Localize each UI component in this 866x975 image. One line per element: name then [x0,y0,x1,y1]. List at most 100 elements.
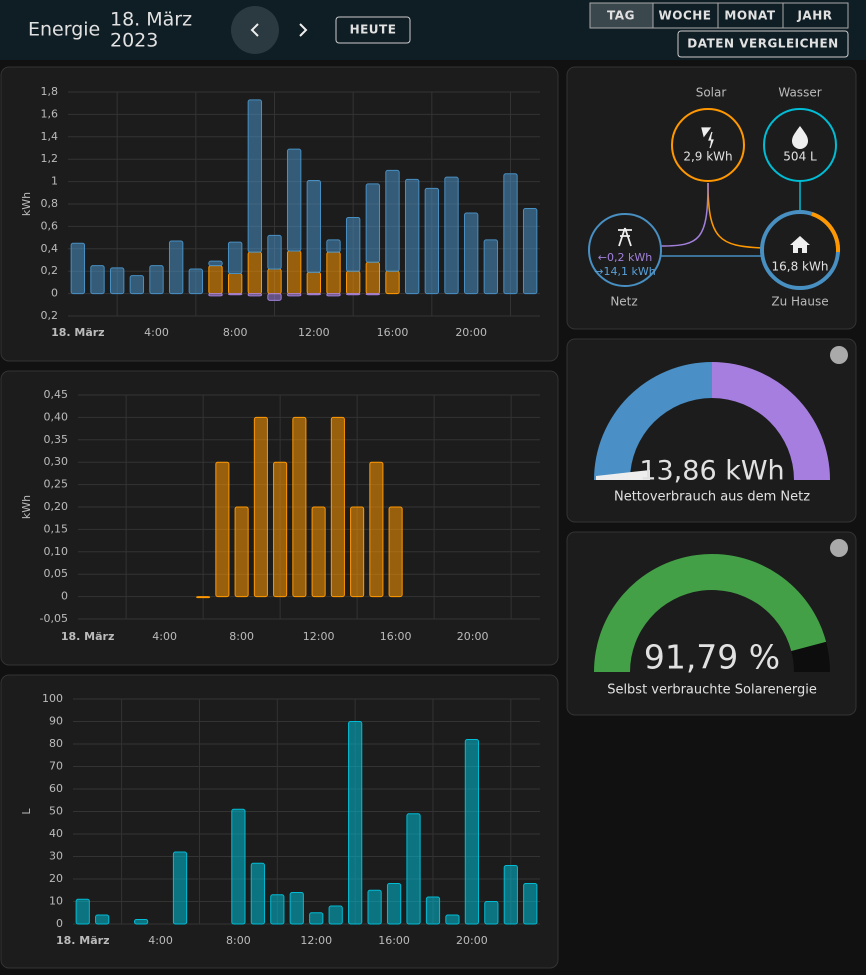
bar [215,461,230,598]
y-tick-label: 0,25 [44,478,69,491]
info-icon[interactable] [830,346,848,364]
y-tick-label: 20 [49,872,63,885]
x-tick-label: 8:00 [226,934,251,947]
water-label: Wasser [778,86,821,100]
period-tab[interactable] [782,2,849,29]
bar [503,865,518,925]
x-tick-label: 4:00 [144,326,169,339]
x-tick-label: 20:00 [457,630,489,643]
gauge-value: 91,79 % [644,638,780,677]
bar [326,251,341,295]
bar [424,187,440,295]
bar [267,268,282,295]
x-tick-label: 16:00 [377,326,409,339]
info-icon[interactable] [830,539,848,557]
bar [289,892,304,925]
y-tick-label: 90 [49,715,63,728]
bar [309,912,324,925]
prev-button[interactable] [231,6,279,54]
bar [503,173,518,295]
next-button[interactable] [299,23,308,37]
bar [522,207,538,295]
y-tick-label: 100 [42,692,63,705]
bar [208,260,223,267]
y-tick-label: 1,2 [41,152,59,165]
y-axis-title: kWh [20,495,33,519]
bar [247,99,263,253]
bar [109,267,125,295]
bar [406,813,421,925]
compare-label: DATEN VERGLEICHEN [687,37,838,51]
x-tick-label: 16:00 [380,630,412,643]
y-tick-label: 0,45 [44,388,69,401]
y-axis-title: kWh [20,192,33,216]
bar [523,883,538,925]
bar [367,889,382,925]
y-tick-label: 0 [51,287,58,300]
bar [149,265,164,295]
bar [306,179,322,273]
gauge-value: 13,86 kWh [639,456,784,487]
grid-returned: ←0,2 kWh [598,251,652,264]
flow-line [660,182,709,247]
bar [345,216,361,272]
x-tick-label: 20:00 [456,934,488,947]
bar [345,293,361,296]
x-tick-label: 4:00 [148,934,173,947]
y-tick-label: 0,2 [41,309,59,322]
bar [95,914,110,925]
bar [385,169,400,272]
y-axis-title: L [20,808,33,815]
bar [208,265,223,295]
x-tick-label: 18. März [61,630,115,643]
y-tick-label: 40 [49,827,63,840]
x-tick-label: 4:00 [152,630,177,643]
bar [286,293,302,297]
period-label: WOCHE [659,9,712,23]
solar-value: 2,9 kWh [683,150,732,164]
grid-label: Netz [610,295,637,309]
grid-icon [618,227,632,247]
bar [253,416,268,598]
y-tick-label: 0,6 [41,219,59,232]
x-tick-label: 12:00 [303,630,335,643]
bar [404,178,420,295]
bar [129,275,145,295]
x-tick-label: 12:00 [298,326,330,339]
water-icon [792,126,808,149]
home-solar-share [811,212,841,253]
y-tick-label: -0,05 [40,612,68,625]
bar [306,293,322,296]
bar [386,883,402,925]
today-button[interactable] [335,16,411,44]
bar [70,242,86,295]
bar [483,239,499,295]
y-tick-label: 0,10 [44,545,69,558]
compare-button[interactable] [677,30,849,58]
bar [273,461,288,598]
bar [286,148,302,252]
solar-label: Solar [696,86,727,100]
y-tick-label: 0 [56,917,63,930]
grid-node[interactable] [588,213,662,287]
y-tick-label: 30 [49,850,63,863]
x-tick-label: 12:00 [300,934,332,947]
home-label: Zu Hause [771,295,828,309]
bar [292,416,307,598]
bar [464,739,480,925]
gauge-label: Nettoverbrauch aus dem Netz [614,490,810,505]
y-tick-label: 1,6 [41,107,59,120]
solar-node[interactable] [671,108,745,182]
bar [444,176,459,295]
solar-icon [701,127,714,149]
bar [484,901,499,925]
period-label: MONAT [724,9,776,23]
bar [425,896,441,925]
x-tick-label: 8:00 [229,630,254,643]
y-tick-label: 0,8 [41,197,59,210]
bar [247,293,263,297]
y-tick-label: 0 [61,590,68,603]
bar [90,265,105,295]
x-tick-label: 18. März [56,934,110,947]
